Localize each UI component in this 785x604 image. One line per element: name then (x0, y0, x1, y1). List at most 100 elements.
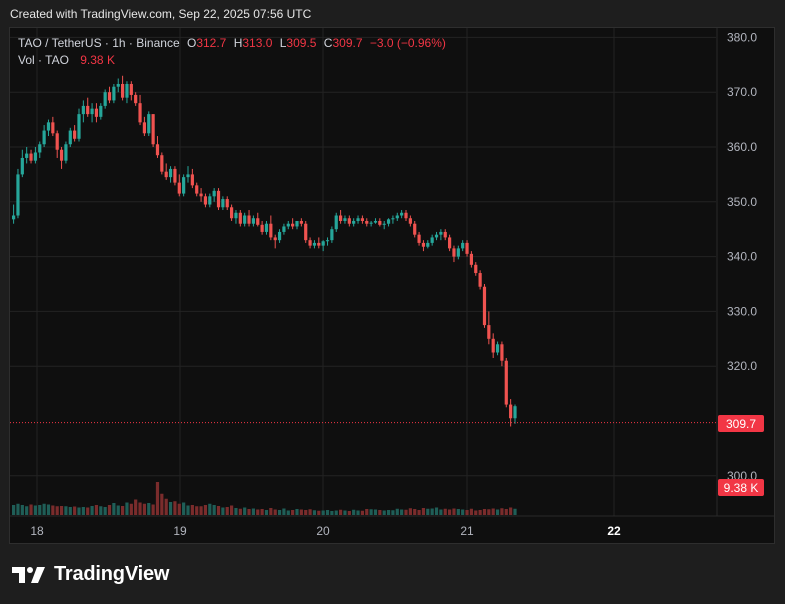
candle-body (68, 130, 72, 145)
volume-bar (352, 509, 356, 515)
candle-body (491, 338, 495, 353)
volume-bar (77, 507, 81, 515)
volume-bar (413, 509, 417, 515)
volume-bar (168, 502, 173, 515)
candle-body (247, 215, 251, 224)
volume-bar (360, 510, 364, 515)
candle-body (304, 223, 308, 241)
candle-body (334, 215, 338, 230)
volume-bar (107, 505, 112, 515)
time-axis: 18 19 20 21 22 (30, 524, 621, 538)
volume-bar (129, 503, 133, 515)
candle-body (155, 144, 160, 156)
volume-bar (461, 509, 465, 515)
brand-logo[interactable]: TradingView (12, 563, 169, 586)
candle-body (295, 220, 299, 227)
candle-body (273, 237, 277, 241)
chart-frame[interactable] (9, 27, 775, 544)
candle-body (513, 406, 517, 419)
candle-body (434, 234, 439, 238)
candle-body (256, 218, 260, 225)
volume-bar (395, 508, 399, 515)
candle-body (168, 168, 173, 178)
volume-bar (116, 505, 120, 515)
volume-bar (504, 509, 508, 515)
volume-bar (312, 510, 317, 515)
candle-body (59, 149, 64, 161)
open-label: O (186, 36, 197, 50)
candle-body (20, 157, 24, 175)
candle-body (199, 193, 203, 197)
candle-body (448, 237, 452, 249)
candle-body (404, 212, 408, 219)
candle-body (269, 223, 273, 238)
time-axis-label: 18 (30, 524, 44, 538)
candle-body (243, 215, 247, 224)
candle-body (299, 220, 303, 224)
volume-bar (404, 509, 408, 515)
candle-body (42, 130, 46, 145)
symbol-label[interactable]: TAO / TetherUS · 1h · Binance (18, 36, 180, 50)
candle-body (55, 133, 59, 150)
volume-bar (260, 509, 264, 515)
candle-body (195, 185, 199, 194)
volume-bar (273, 509, 277, 515)
volume-legend: Vol · TAO 9.38 K (18, 53, 115, 67)
candle-body (456, 248, 460, 257)
volume-bar (347, 511, 351, 515)
candle-body (190, 174, 194, 186)
volume-bar (68, 507, 72, 515)
volume-bar (491, 508, 495, 515)
candle-body (469, 253, 473, 265)
volume-bar (221, 507, 225, 515)
candle-body (413, 223, 417, 235)
candle-body (25, 153, 29, 158)
volume-bar (482, 509, 487, 515)
candle-body (64, 144, 68, 161)
close-value: 309.7 (332, 36, 363, 50)
volume-bar (286, 510, 290, 515)
change-value: −3.0 (−0.96%) (369, 36, 446, 50)
candle-body (365, 220, 369, 224)
volume-bar (269, 508, 273, 515)
candle-body (186, 174, 190, 178)
volume-bar (247, 509, 251, 515)
volume-bar (99, 506, 103, 515)
brand-name: TradingView (54, 563, 170, 585)
candle-body (343, 218, 347, 221)
volume-bar (308, 509, 312, 515)
volume-bar (230, 505, 234, 515)
volume-bar (317, 510, 321, 515)
volume-bar (256, 509, 260, 515)
candle-body (99, 105, 103, 117)
candle-body (461, 242, 465, 249)
volume-tag-label: 9.38 K (724, 481, 759, 495)
volume-bar (421, 508, 426, 515)
volume-bar (160, 493, 164, 515)
volume-bar (243, 507, 247, 515)
volume-bar (46, 504, 51, 515)
candle-body (487, 325, 491, 339)
candle-body (474, 264, 478, 274)
volume-bar (203, 505, 208, 515)
candle-body (77, 114, 81, 139)
candle-body (90, 108, 94, 115)
candle-body (439, 231, 443, 235)
candle-body (482, 286, 487, 326)
last-price-tag-label: 309.7 (726, 417, 756, 431)
candle-body (12, 215, 16, 220)
volume-bar (151, 504, 155, 515)
candle-body (238, 212, 242, 224)
volume-bar (365, 509, 369, 515)
volume-bar (81, 507, 85, 515)
volume-bar (90, 506, 94, 515)
candle-body (465, 242, 469, 254)
volume-bar (134, 499, 138, 515)
candle-body (51, 122, 55, 134)
volume-bar (277, 510, 282, 515)
volume-label[interactable]: Vol · TAO (18, 53, 69, 67)
volume-bars (12, 482, 517, 515)
candle-body (142, 122, 146, 134)
